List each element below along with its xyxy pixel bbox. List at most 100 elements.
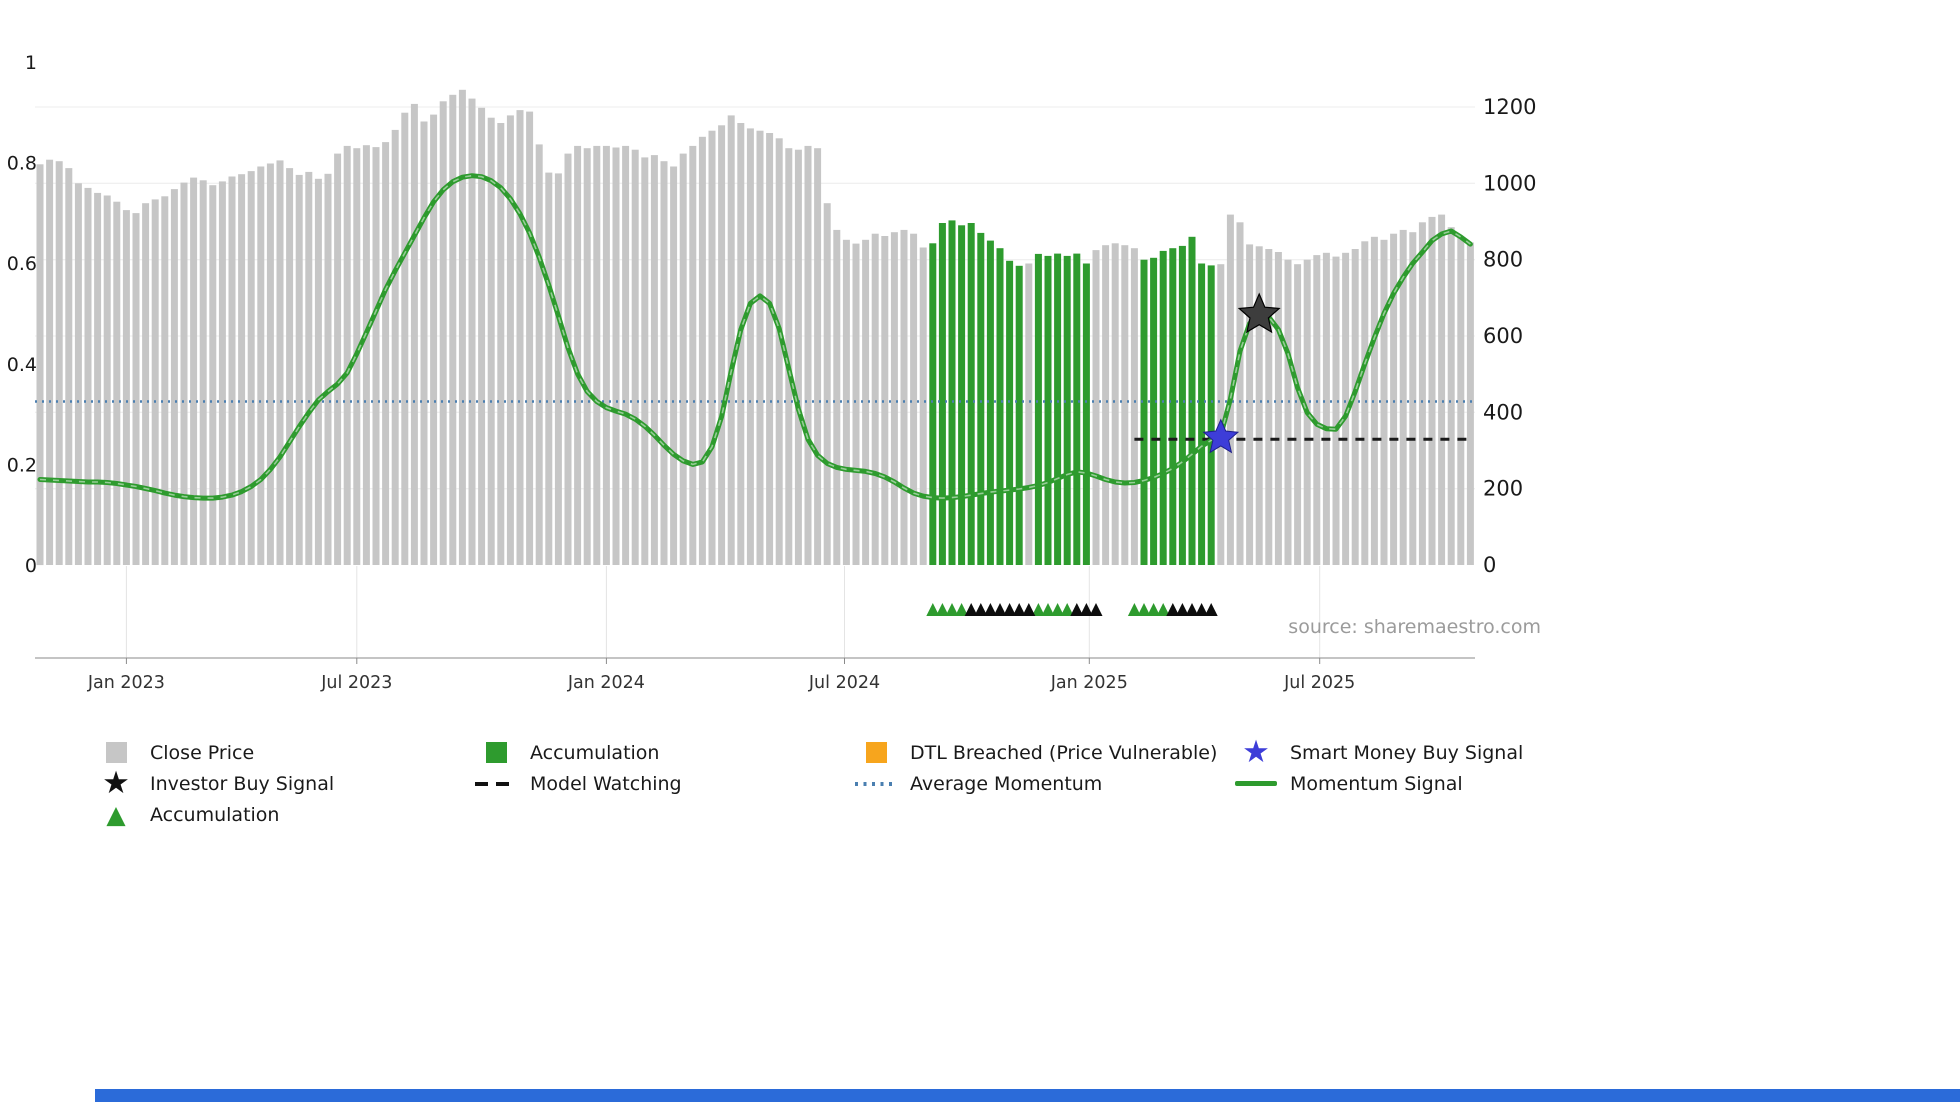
close-price-bar [1399,229,1407,565]
close-price-bar [1274,252,1282,565]
accumulation-bar [1006,260,1014,565]
close-price-bar [122,210,130,565]
legend-item-investor-buy-signal: ★ Investor Buy Signal [95,768,334,799]
close-price-bar [161,196,169,566]
close-price-bar [564,153,572,565]
close-price-bar [1361,241,1369,566]
accumulation-bar [958,225,966,566]
close-price-swatch-icon [95,742,137,763]
close-price-bar [583,148,591,565]
close-price-bar [295,174,303,565]
legend-label-accumulation-marker: Accumulation [150,803,280,826]
right-axis-tick-label: 0 [1483,553,1496,577]
legend-label-close-price: Close Price [150,741,255,764]
bottom-scrollbar[interactable] [95,1089,1960,1102]
close-price-bar [574,145,582,565]
left-axis-tick-label: 0.4 [7,354,37,376]
close-price-bar [1284,259,1292,565]
average-momentum-dot-icon [855,781,897,786]
close-price-bar [430,114,438,565]
close-price-bar [900,229,908,565]
legend-label-model-watching: Model Watching [530,772,682,795]
dtl-breached-swatch-icon [855,742,897,763]
close-price-bar [1418,222,1426,566]
close-price-bar [266,163,274,565]
close-price-bar [487,117,495,565]
close-price-bar [545,172,553,565]
close-price-bar [593,145,601,565]
accumulation-bar [1044,255,1052,565]
close-price-bar [804,145,812,565]
close-price-bar [372,147,380,565]
left-axis-tick-label: 0.6 [7,253,37,275]
close-price-bar [324,173,332,566]
close-price-bar [554,173,562,565]
close-price-bar [132,213,140,565]
legend-item-accumulation-marker: ▲ Accumulation [95,799,279,830]
close-price-bar [852,243,860,565]
accumulation-bar [1150,257,1158,565]
x-axis-tick-label: Jul 2025 [1283,673,1355,693]
accumulation-marker-triangle [1051,603,1065,616]
accumulation-bar [938,223,946,565]
accumulation-marker-triangle [1137,603,1151,616]
investor-buy-star-icon: ★ [102,765,130,801]
close-price-bar [1332,256,1340,565]
close-price-bar [180,182,188,565]
close-price-bar [1025,263,1033,565]
legend-item-accumulation-bar: Accumulation [475,737,659,768]
close-price-bar [305,171,313,565]
close-price-bar [257,166,265,565]
watch-marker-triangle [1022,603,1036,616]
close-price-bar [612,147,620,565]
close-price-bar [55,161,63,565]
investor-buy-signal-star [1237,292,1281,334]
close-price-bar [113,201,121,565]
close-price-bar [746,128,754,565]
accumulation-bar [1140,259,1148,565]
close-price-bar [286,168,294,565]
x-axis-tick-label: Jan 2025 [1050,673,1128,693]
close-price-bar [1236,222,1244,566]
close-price-bar [401,112,409,565]
accumulation-bar [1063,255,1071,565]
close-price-bar [794,149,802,565]
close-price-bar [1457,237,1465,565]
close-price-bar [439,101,447,566]
legend-label-average-momentum: Average Momentum [910,772,1103,795]
close-price-bar [391,129,399,565]
close-price-bar [526,111,534,565]
close-price-bar [74,183,82,566]
close-price-bar [46,159,54,565]
close-price-bar [1092,250,1100,565]
accumulation-bar [1054,253,1062,565]
source-attribution: source: sharemaestro.com [1288,616,1541,638]
accumulation-bar [977,232,985,565]
accumulation-bar [1178,245,1186,565]
close-price-bar [622,145,630,565]
close-price-bar [218,181,226,565]
close-price-bar [190,177,198,565]
close-price-bar [679,153,687,565]
accumulation-bar [967,223,975,565]
legend-item-momentum-signal: Momentum Signal [1235,768,1463,799]
legend-label-investor-buy: Investor Buy Signal [150,772,335,795]
close-price-bar [65,168,73,565]
watch-marker-triangle [993,603,1007,616]
close-price-bar [1111,243,1119,566]
accumulation-bar [1207,265,1215,565]
close-price-bar [506,115,514,566]
left-axis-tick-label: 1 [25,52,37,74]
accumulation-bar [1034,253,1042,565]
close-price-bar [871,233,879,565]
close-price-bar [468,98,476,565]
close-price-bar [1342,252,1350,566]
close-price-bar [890,232,898,565]
left-axis-tick-label: 0.8 [7,153,37,175]
watch-marker-triangle [1195,603,1209,616]
legend-item-smart-money: ★ Smart Money Buy Signal [1235,737,1523,768]
legend-label-dtl-breached: DTL Breached (Price Vulnerable) [910,741,1218,764]
close-price-bar [1217,264,1225,565]
close-price-bar [718,125,726,566]
close-price-bar [478,107,486,566]
